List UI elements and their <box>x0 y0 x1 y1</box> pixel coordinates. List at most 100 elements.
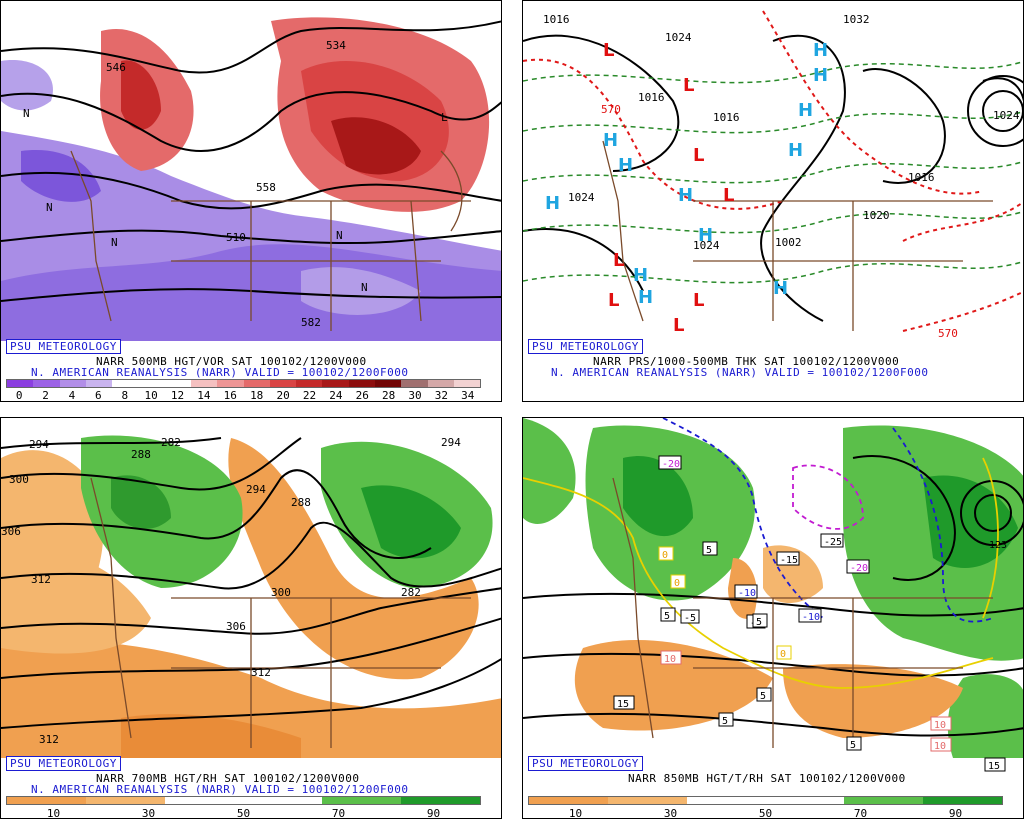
contour-label: 558 <box>256 181 276 194</box>
panel-source: N. AMERICAN REANALYSIS (NARR) VALID = 10… <box>31 783 409 796</box>
scale-swatch <box>844 797 924 804</box>
high-marker: H <box>638 287 653 308</box>
scale-swatch <box>164 797 244 804</box>
temp-box: 10 <box>660 650 682 665</box>
isobar-label: 1016 <box>543 13 570 26</box>
contour-label: 282 <box>161 436 181 449</box>
isobar-label: 1002 <box>775 236 802 249</box>
svg-text:10: 10 <box>934 720 946 731</box>
temp-box: 10 <box>930 716 952 731</box>
panel-pressure-thickness: L L L L L L L L H H H H H H H H H H H H … <box>522 0 1024 402</box>
high-marker: H <box>813 40 828 61</box>
scale-tick-label: 20 <box>276 389 290 402</box>
temp-box: -25 <box>820 533 844 548</box>
scale-swatch <box>401 380 428 387</box>
temp-box: 0 <box>670 574 686 589</box>
scale-ticks: 10 30 50 70 90 <box>528 807 1003 819</box>
scale-tick-label: 16 <box>223 389 237 402</box>
map-label: N <box>23 107 30 120</box>
temp-box: 15 <box>613 695 635 710</box>
isobar-label: 1016 <box>713 111 740 124</box>
scale-tick-label: 70 <box>853 807 868 819</box>
scale-swatch <box>85 797 165 804</box>
contour-label: 300 <box>271 586 291 599</box>
scale-swatch <box>401 797 480 804</box>
map-label: N <box>336 229 343 242</box>
svg-text:5: 5 <box>664 611 670 622</box>
scale-tick-label: 10 <box>46 807 61 819</box>
svg-text:-25: -25 <box>824 537 842 548</box>
panel-title: NARR 500MB HGT/VOR SAT 100102/1200V000 <box>96 355 367 368</box>
scale-tick-label: 34 <box>461 389 475 402</box>
scale-tick-label: 28 <box>382 389 396 402</box>
scale-swatch <box>85 380 113 387</box>
scale-swatch <box>164 380 191 387</box>
contour-label: 312 <box>39 733 59 746</box>
svg-text:0: 0 <box>674 578 680 589</box>
svg-text:10: 10 <box>934 741 946 752</box>
high-marker: H <box>698 225 713 246</box>
isobar-label: 1016 <box>908 171 935 184</box>
scale-swatch <box>322 380 349 387</box>
psu-branding: PSU METEOROLOGY <box>6 756 121 771</box>
scale-tick-label: 90 <box>426 807 441 819</box>
scale-swatch <box>217 380 244 387</box>
low-marker: L <box>693 290 704 311</box>
map-label: N <box>111 236 118 249</box>
scale-swatch <box>243 797 323 804</box>
map-label: N <box>361 281 368 294</box>
contour-label: 294 <box>246 483 266 496</box>
temp-box: -5 <box>680 609 700 624</box>
low-marker: L <box>613 250 624 271</box>
svg-text:0: 0 <box>780 649 786 660</box>
vorticity-map: 546 534 558 582 510 N N N N N L <box>1 1 501 341</box>
svg-text:5: 5 <box>756 617 762 628</box>
scale-tick-label: 6 <box>95 389 102 402</box>
contour-label: 282 <box>401 586 421 599</box>
isobar-label: 1016 <box>638 91 665 104</box>
contour-label: 510 <box>226 231 246 244</box>
scale-swatch <box>322 797 402 804</box>
scale-swatch <box>686 797 766 804</box>
isobar-label: 1024 <box>693 239 720 252</box>
isobar-label: 1020 <box>863 209 890 222</box>
psu-branding: PSU METEOROLOGY <box>528 339 643 354</box>
map-label: N <box>46 201 53 214</box>
scale-swatch <box>59 380 86 387</box>
color-scale <box>6 379 481 388</box>
svg-text:5: 5 <box>706 545 712 556</box>
scale-swatch <box>427 380 454 387</box>
contour-label: 534 <box>326 39 346 52</box>
contour-label: 312 <box>31 573 51 586</box>
thickness-label: 570 <box>938 327 958 340</box>
scale-swatch <box>607 797 687 804</box>
svg-text:5: 5 <box>760 691 766 702</box>
scale-tick-label: 14 <box>197 389 211 402</box>
scale-swatch <box>243 380 270 387</box>
contour-label: 288 <box>291 496 311 509</box>
contour-label: 546 <box>106 61 126 74</box>
panel-title: NARR PRS/1000-500MB THK SAT 100102/1200V… <box>593 355 900 368</box>
scale-tick-label: 12 <box>170 389 185 402</box>
scale-swatch <box>138 380 165 387</box>
scale-tick-label: 32 <box>434 389 449 402</box>
contour-label: 582 <box>301 316 321 329</box>
isobar-label: 1032 <box>843 13 870 26</box>
scale-tick-label: 4 <box>68 389 76 402</box>
contour-label: 294 <box>441 436 461 449</box>
low-marker: L <box>603 40 614 61</box>
high-marker: H <box>798 100 813 121</box>
scale-swatch <box>348 380 375 387</box>
scale-tick-label: 50 <box>758 807 773 819</box>
temp-box: 5 <box>756 687 772 702</box>
psu-branding: PSU METEOROLOGY <box>6 339 121 354</box>
low-marker: L <box>683 75 694 96</box>
thickness-label: 570 <box>601 103 621 116</box>
contour-label: 294 <box>29 438 49 451</box>
contour-label: 123 <box>989 540 1007 551</box>
scale-tick-label: 90 <box>948 807 963 819</box>
svg-text:5: 5 <box>850 740 856 751</box>
scale-swatch <box>765 797 845 804</box>
scale-tick-label: 8 <box>121 389 129 402</box>
scale-swatch <box>453 380 481 387</box>
